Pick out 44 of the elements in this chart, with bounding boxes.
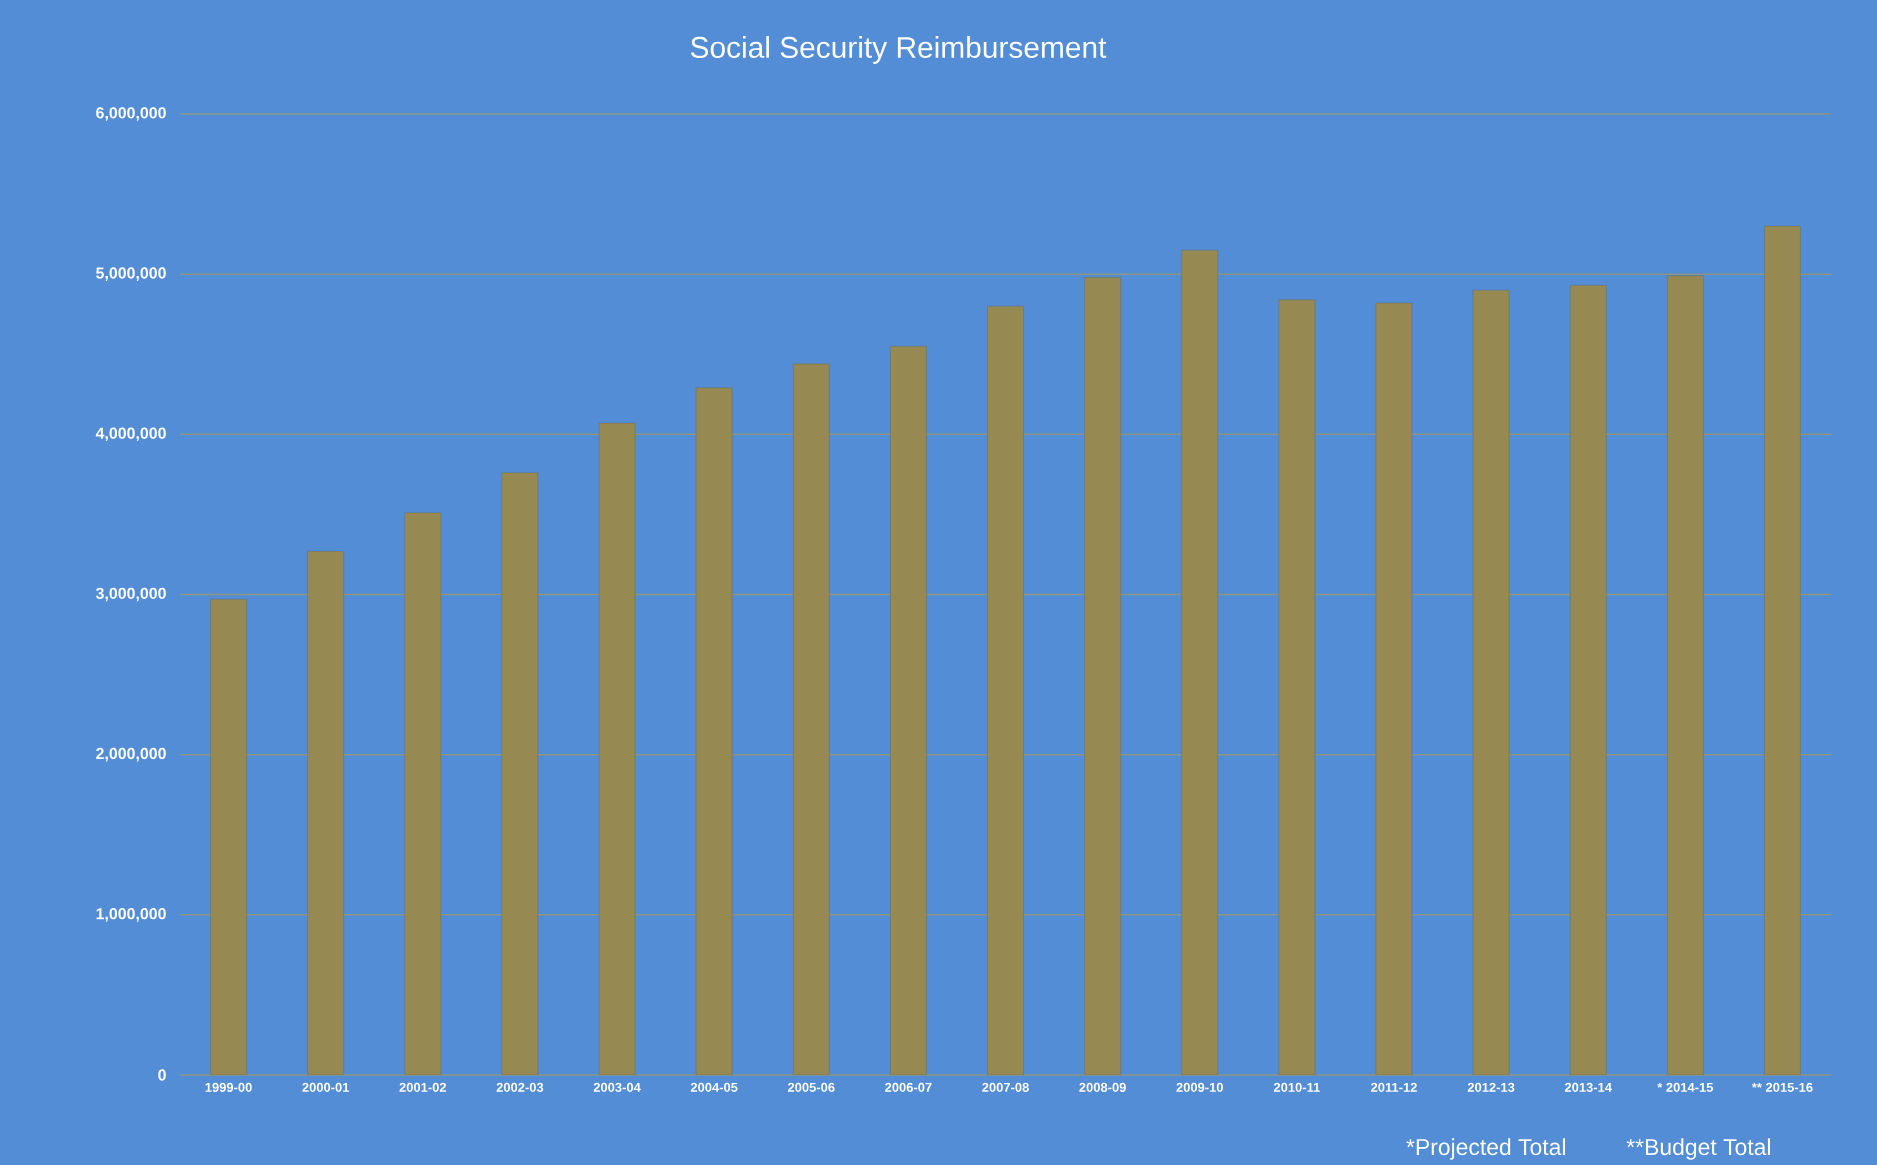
bar bbox=[1375, 302, 1413, 1075]
chart-title: Social Security Reimbursement bbox=[690, 36, 1107, 64]
x-tick-label: 2010-11 bbox=[1273, 1082, 1320, 1092]
bar bbox=[1570, 285, 1607, 1075]
y-tick-label: 2,000,000 bbox=[96, 747, 166, 762]
x-tick-label: * 2014-15 bbox=[1657, 1082, 1714, 1092]
x-tick-label: 2001-02 bbox=[399, 1082, 447, 1092]
x-tick-label: 2004-05 bbox=[690, 1082, 738, 1092]
x-tick-label: 2007-08 bbox=[982, 1082, 1029, 1092]
x-tick-label: 2011-12 bbox=[1371, 1082, 1417, 1092]
bar bbox=[307, 551, 344, 1075]
x-tick-label: 2008-09 bbox=[1079, 1082, 1126, 1092]
x-tick-label: 2012-13 bbox=[1467, 1082, 1515, 1092]
text: **Budget Total bbox=[1626, 1138, 1770, 1160]
x-tick-label: 2000-01 bbox=[302, 1082, 350, 1092]
bar bbox=[987, 305, 1024, 1075]
y-tick-label: 3,000,000 bbox=[95, 587, 166, 602]
bar bbox=[210, 599, 247, 1075]
x-tick-label: 2006-07 bbox=[885, 1082, 932, 1092]
bar bbox=[1667, 275, 1704, 1075]
text: *Projected Total bbox=[1406, 1138, 1565, 1160]
bar bbox=[1181, 249, 1218, 1075]
bar bbox=[890, 346, 927, 1075]
bar bbox=[1084, 277, 1121, 1075]
bar bbox=[404, 512, 441, 1075]
x-tick-label: 1999-00 bbox=[205, 1082, 252, 1092]
bar bbox=[1472, 289, 1510, 1075]
bar bbox=[1764, 225, 1801, 1075]
bar bbox=[1278, 299, 1316, 1075]
bar bbox=[501, 472, 539, 1075]
bar bbox=[695, 387, 733, 1075]
x-tick-label: ** 2015-16 bbox=[1751, 1082, 1813, 1092]
bar bbox=[598, 422, 636, 1075]
y-tick-label: 1,000,000 bbox=[96, 908, 166, 922]
x-tick-label: 2002-03 bbox=[496, 1082, 544, 1092]
x-tick-label: 2013-14 bbox=[1564, 1082, 1612, 1092]
y-tick-label: 5,000,000 bbox=[96, 267, 166, 281]
y-tick-label: 6,000,000 bbox=[96, 107, 166, 121]
x-tick-label: 2009-10 bbox=[1176, 1082, 1223, 1092]
y-tick-label: 0 bbox=[158, 1069, 166, 1081]
bar bbox=[793, 363, 830, 1075]
x-tick-label: 2003-04 bbox=[593, 1082, 641, 1092]
x-tick-label: 2005-06 bbox=[787, 1082, 835, 1092]
y-tick-label: 4,000,000 bbox=[95, 427, 166, 442]
